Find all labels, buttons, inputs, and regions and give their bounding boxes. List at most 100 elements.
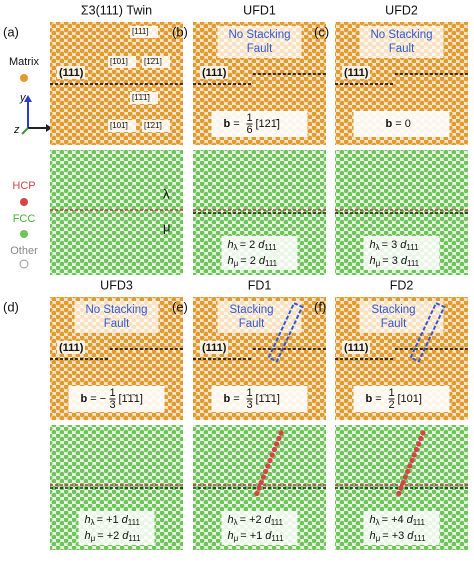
thickness: hλ = 2 d111 [228,239,278,252]
h-sym: h [228,514,234,526]
h-sub: μ [376,259,381,268]
plane-bg [57,66,85,79]
legend-dot [19,259,29,269]
miller-bg [142,56,170,68]
h-dsub: 111 [413,518,426,527]
hcp-atom [271,446,277,453]
h-sym: h [85,530,91,542]
fault-bg [74,301,159,333]
thickness: hλ = +4 d111 [370,514,426,527]
burgers-eq: = − [90,393,106,405]
plane-label: (111) [344,67,369,79]
hcp-atom [278,430,284,436]
h-dsub: 111 [264,243,277,252]
burgers-b: b [366,393,373,405]
fault-text: Fault [104,318,130,330]
miller-index: [1̄1̄1̄] [132,93,150,102]
frac-num: 1 [109,387,115,399]
thickness: hμ = +3 d111 [370,530,427,543]
burgers-vector: [1̄1̄1] [256,393,280,405]
plane-bg [200,341,228,354]
legend-dot [20,74,28,82]
h-eq: = 3 [382,239,398,251]
twin-lambda: λ [163,186,170,201]
hcp-atom [254,490,260,497]
legend-dot [20,230,28,238]
plane-label: (111) [202,67,227,79]
h-d: d [259,255,266,267]
h-d: d [265,530,272,542]
panel-title: FD2 [390,278,414,292]
h-eq: = +4 [382,514,404,526]
h-dsub: 111 [413,534,426,543]
h-sub: λ [376,518,380,527]
plane-bg [342,341,370,354]
fault-text: No Stacking [85,304,147,316]
h-dsub: 111 [265,259,278,268]
h-d: d [407,514,414,526]
miller-bg [130,92,158,104]
fault-text: Stacking [229,304,273,316]
miller-bg [142,120,170,132]
h-sub: λ [91,518,95,527]
frac-num: 1 [246,112,252,124]
h-sub: μ [91,534,96,543]
hcp-atom [398,485,404,491]
frac-den: 3 [246,399,252,411]
hcp-atom [407,463,413,469]
h-sym: h [228,255,234,267]
thickness: hλ = +2 d111 [228,514,284,527]
fault-text: Fault [247,43,273,55]
h-d: d [122,530,129,542]
hcp-atom [274,441,280,447]
h-d: d [258,239,265,251]
h-bg [78,511,155,545]
h-sym: h [85,514,91,526]
h-dsub: 111 [128,518,141,527]
panel-label: (c) [314,24,329,39]
axis-y: y [19,92,27,104]
fault-bg [217,26,302,58]
plane-label: (111) [344,342,369,354]
burgers: b = [224,393,240,405]
h-eq: = +1 [97,514,119,526]
h-bg [221,236,298,270]
burgers-vector: [121̄] [256,118,280,130]
thickness: hμ = 3 d111 [370,255,420,268]
legend-other: Other [10,245,38,257]
h-eq: = 2 [240,239,256,251]
h-d: d [401,255,408,267]
hcp-atom [400,479,406,486]
plane-label: (111) [59,67,84,79]
fault-text: Fault [381,318,407,330]
miller-index: [1̄21̄] [144,121,162,130]
hcp-atom [260,474,266,480]
h-sym: h [228,530,234,542]
frac-den: 2 [388,399,394,411]
legend-hcp: HCP [12,180,35,192]
h-sym: h [370,255,376,267]
hcp-atom [276,435,282,442]
burgers-eq: = [233,118,239,130]
hcp-atom [418,435,424,442]
fault-text: Stacking [371,304,415,316]
h-eq: = +2 [240,514,262,526]
plane-label: (111) [59,342,84,354]
hcp-atom [267,457,273,464]
twin-mu: μ [163,219,171,234]
panel-title: UFD3 [100,278,133,292]
h-dsub: 111 [406,243,419,252]
burgers: b = 0 [386,118,411,130]
burgers-bg [353,386,450,412]
h-bg [363,236,440,270]
hcp-atom [420,430,426,436]
plane-label: (111) [202,342,227,354]
h-sub: μ [234,259,239,268]
h-eq: = 2 [240,255,256,267]
hcp-atom [402,474,408,480]
h-eq: = +1 [240,530,262,542]
burgers-bg [68,386,165,412]
burgers-eq: = [233,393,239,405]
burgers: b = [224,118,240,130]
burgers-eq: = 0 [395,118,411,130]
